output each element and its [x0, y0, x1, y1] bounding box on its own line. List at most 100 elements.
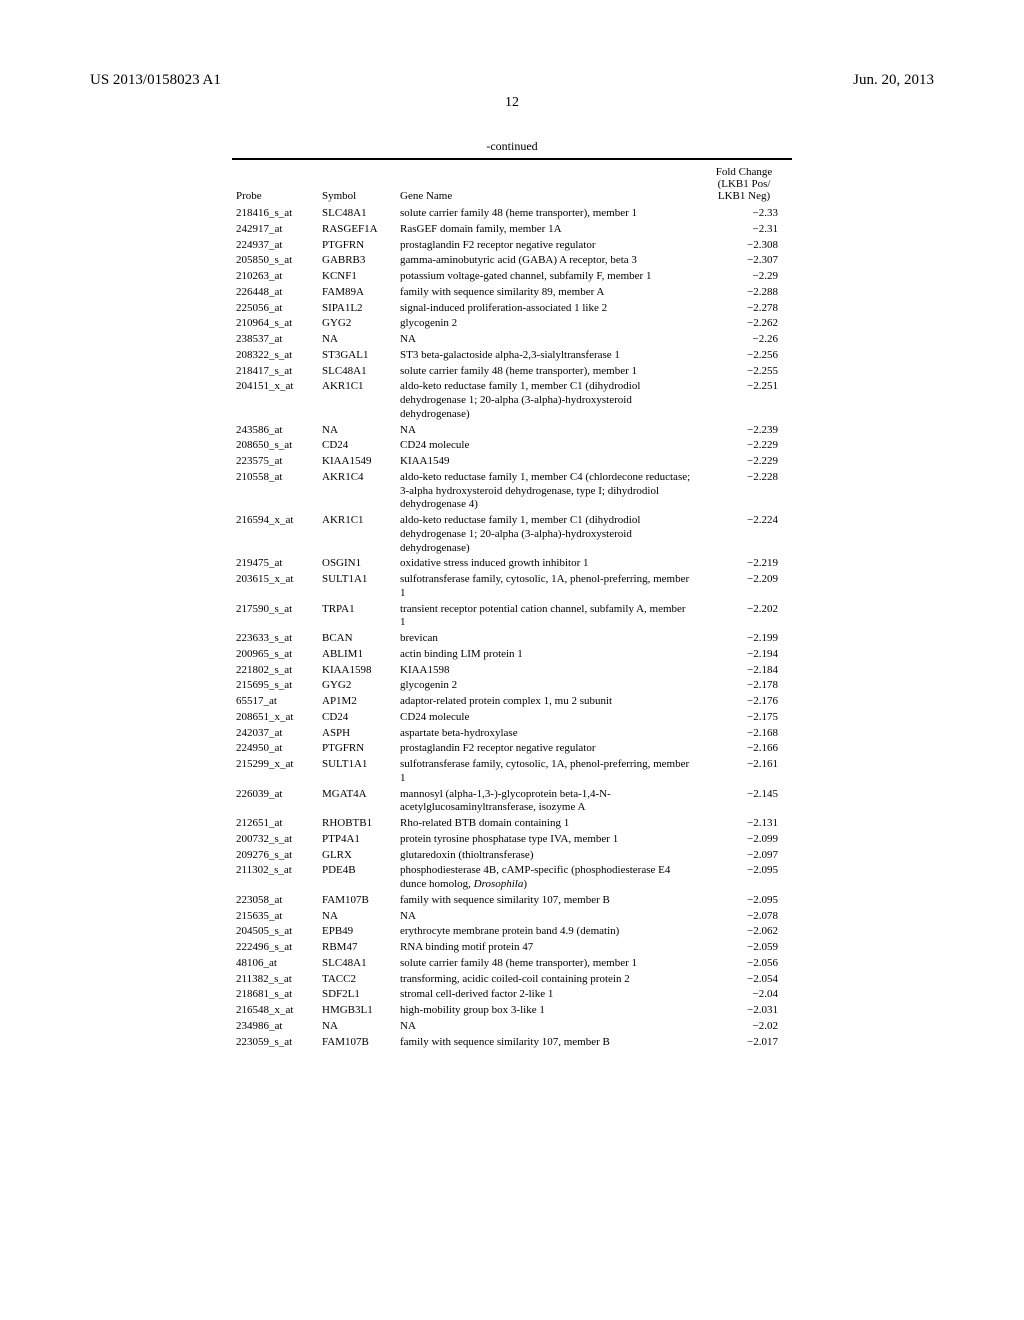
cell-symbol: AKR1C1 [318, 379, 396, 422]
cell-symbol: TACC2 [318, 972, 396, 988]
cell-symbol: NA [318, 423, 396, 439]
cell-foldchange: −2.031 [696, 1003, 792, 1019]
cell-foldchange: −2.184 [696, 663, 792, 679]
gene-table-grid: Probe Symbol Gene Name Fold Change (LKB1… [232, 160, 792, 1050]
cell-gene: RasGEF domain family, member 1A [396, 222, 696, 238]
cell-symbol: ASPH [318, 726, 396, 742]
cell-gene: NA [396, 1019, 696, 1035]
cell-foldchange: −2.056 [696, 956, 792, 972]
cell-probe: 210964_s_at [232, 316, 318, 332]
cell-foldchange: −2.161 [696, 757, 792, 787]
table-row: 208650_s_atCD24CD24 molecule−2.229 [232, 438, 792, 454]
cell-symbol: MGAT4A [318, 787, 396, 817]
cell-probe: 210558_at [232, 470, 318, 513]
cell-gene: ST3 beta-galactoside alpha-2,3-sialyltra… [396, 348, 696, 364]
cell-symbol: EPB49 [318, 924, 396, 940]
table-row: 205850_s_atGABRB3gamma-aminobutyric acid… [232, 253, 792, 269]
table-row: 200732_s_atPTP4A1protein tyrosine phosph… [232, 832, 792, 848]
gene-table: -continued Probe Symbol Gene Name Fold C… [232, 139, 792, 1050]
cell-foldchange: −2.131 [696, 816, 792, 832]
cell-probe: 223633_s_at [232, 631, 318, 647]
cell-foldchange: −2.176 [696, 694, 792, 710]
cell-probe: 225056_at [232, 301, 318, 317]
cell-symbol: TRPA1 [318, 602, 396, 632]
table-row: 210558_atAKR1C4aldo-keto reductase famil… [232, 470, 792, 513]
cell-probe: 209276_s_at [232, 848, 318, 864]
cell-gene: potassium voltage-gated channel, subfami… [396, 269, 696, 285]
cell-foldchange: −2.251 [696, 379, 792, 422]
table-row: 217590_s_atTRPA1transient receptor poten… [232, 602, 792, 632]
col-symbol: Symbol [318, 160, 396, 206]
cell-gene: mannosyl (alpha-1,3-)-glycoprotein beta-… [396, 787, 696, 817]
cell-foldchange: −2.29 [696, 269, 792, 285]
cell-gene: prostaglandin F2 receptor negative regul… [396, 741, 696, 757]
cell-gene: phosphodiesterase 4B, cAMP-specific (pho… [396, 863, 696, 893]
cell-symbol: FAM107B [318, 893, 396, 909]
cell-gene: NA [396, 423, 696, 439]
table-row: 216548_x_atHMGB3L1high-mobility group bo… [232, 1003, 792, 1019]
cell-gene: aldo-keto reductase family 1, member C1 … [396, 513, 696, 556]
table-row: 222496_s_atRBM47RNA binding motif protei… [232, 940, 792, 956]
table-row: 224950_atPTGFRNprostaglandin F2 receptor… [232, 741, 792, 757]
table-row: 242037_atASPHaspartate beta-hydroxylase−… [232, 726, 792, 742]
cell-symbol: GLRX [318, 848, 396, 864]
cell-probe: 215299_x_at [232, 757, 318, 787]
cell-symbol: PTP4A1 [318, 832, 396, 848]
cell-gene: family with sequence similarity 89, memb… [396, 285, 696, 301]
cell-gene: prostaglandin F2 receptor negative regul… [396, 238, 696, 254]
cell-foldchange: −2.175 [696, 710, 792, 726]
fc-line2: (LKB1 Pos/ [718, 178, 771, 190]
table-row: 209276_s_atGLRXglutaredoxin (thioltransf… [232, 848, 792, 864]
cell-gene: signal-induced proliferation-associated … [396, 301, 696, 317]
cell-probe: 238537_at [232, 332, 318, 348]
table-row: 226448_atFAM89Afamily with sequence simi… [232, 285, 792, 301]
cell-gene: CD24 molecule [396, 438, 696, 454]
fc-line3: LKB1 Neg) [718, 190, 770, 202]
table-row: 210263_atKCNF1potassium voltage-gated ch… [232, 269, 792, 285]
table-row: 223575_atKIAA1549KIAA1549−2.229 [232, 454, 792, 470]
cell-symbol: RHOBTB1 [318, 816, 396, 832]
cell-probe: 224950_at [232, 741, 318, 757]
cell-foldchange: −2.199 [696, 631, 792, 647]
cell-gene: NA [396, 332, 696, 348]
table-row: 215695_s_atGYG2glycogenin 2−2.178 [232, 678, 792, 694]
cell-symbol: SLC48A1 [318, 364, 396, 380]
table-row: 218416_s_atSLC48A1solute carrier family … [232, 206, 792, 222]
cell-probe: 218416_s_at [232, 206, 318, 222]
cell-foldchange: −2.229 [696, 438, 792, 454]
cell-foldchange: −2.256 [696, 348, 792, 364]
cell-gene: adaptor-related protein complex 1, mu 2 … [396, 694, 696, 710]
cell-foldchange: −2.168 [696, 726, 792, 742]
cell-gene: transforming, acidic coiled-coil contain… [396, 972, 696, 988]
table-row: 225056_atSIPA1L2signal-induced prolifera… [232, 301, 792, 317]
col-gene: Gene Name [396, 160, 696, 206]
cell-probe: 223575_at [232, 454, 318, 470]
col-probe: Probe [232, 160, 318, 206]
cell-symbol: KCNF1 [318, 269, 396, 285]
cell-gene: sulfotransferase family, cytosolic, 1A, … [396, 572, 696, 602]
cell-gene: erythrocyte membrane protein band 4.9 (d… [396, 924, 696, 940]
table-row: 218681_s_atSDF2L1stromal cell-derived fa… [232, 987, 792, 1003]
table-row: 234986_atNANA−2.02 [232, 1019, 792, 1035]
cell-probe: 200965_s_at [232, 647, 318, 663]
cell-symbol: ABLIM1 [318, 647, 396, 663]
cell-gene: aldo-keto reductase family 1, member C1 … [396, 379, 696, 422]
cell-gene: glycogenin 2 [396, 678, 696, 694]
cell-probe: 224937_at [232, 238, 318, 254]
cell-foldchange: −2.307 [696, 253, 792, 269]
cell-symbol: AKR1C4 [318, 470, 396, 513]
cell-foldchange: −2.202 [696, 602, 792, 632]
table-row: 218417_s_atSLC48A1solute carrier family … [232, 364, 792, 380]
cell-symbol: GYG2 [318, 678, 396, 694]
cell-symbol: BCAN [318, 631, 396, 647]
table-row: 243586_atNANA−2.239 [232, 423, 792, 439]
cell-gene: KIAA1598 [396, 663, 696, 679]
table-row: 208651_x_atCD24CD24 molecule−2.175 [232, 710, 792, 726]
table-row: 211382_s_atTACC2transforming, acidic coi… [232, 972, 792, 988]
table-row: 224937_atPTGFRNprostaglandin F2 receptor… [232, 238, 792, 254]
cell-probe: 211302_s_at [232, 863, 318, 893]
table-row: 223058_atFAM107Bfamily with sequence sim… [232, 893, 792, 909]
cell-symbol: FAM107B [318, 1035, 396, 1051]
cell-foldchange: −2.278 [696, 301, 792, 317]
cell-probe: 212651_at [232, 816, 318, 832]
